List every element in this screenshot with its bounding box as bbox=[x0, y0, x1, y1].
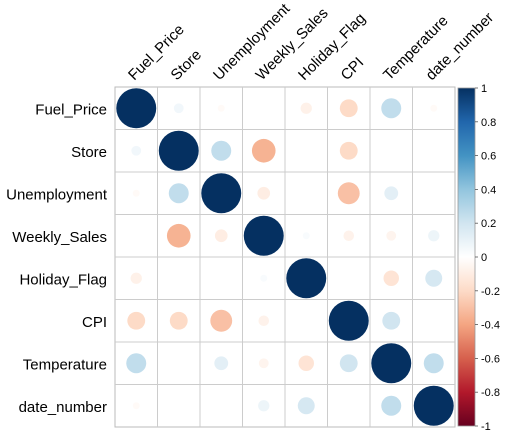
correlation-circle bbox=[339, 354, 358, 373]
correlation-circle bbox=[413, 385, 454, 426]
row-label: CPI bbox=[82, 314, 107, 331]
correlation-circle bbox=[302, 232, 310, 240]
row-label: Store bbox=[71, 144, 107, 161]
correlation-circle bbox=[169, 311, 188, 330]
correlation-circle bbox=[258, 400, 270, 412]
colorbar: -1 -0.8 -0.6 -0.4 -0.2 0 0.2 0.4 0.6 0.8 1 bbox=[457, 83, 500, 433]
column-label: Store bbox=[168, 46, 205, 83]
correlation-circle bbox=[126, 353, 147, 374]
colorbar-tick-label: -0.4 bbox=[481, 320, 500, 332]
colorbar-tick-label: 0.4 bbox=[481, 184, 496, 196]
row-label: Unemployment bbox=[6, 186, 108, 203]
correlation-circle bbox=[168, 183, 189, 204]
colorbar-tick-label: 0.6 bbox=[481, 151, 496, 163]
colorbar-gradient bbox=[457, 87, 476, 427]
correlation-circle bbox=[243, 215, 284, 256]
correlation-circle bbox=[328, 300, 369, 341]
correlation-circle bbox=[116, 88, 157, 129]
colorbar-tick-label: 0 bbox=[481, 252, 487, 264]
correlation-circle bbox=[298, 355, 314, 371]
correlation-circle bbox=[132, 189, 140, 197]
correlation-circle bbox=[166, 223, 191, 248]
correlation-circle bbox=[173, 103, 184, 114]
row-label: Holiday_Flag bbox=[19, 271, 107, 288]
correlation-circle bbox=[257, 186, 271, 200]
correlation-circle bbox=[425, 269, 443, 287]
correlation-circle bbox=[258, 358, 269, 369]
correlation-circle bbox=[258, 315, 270, 327]
correlation-circle bbox=[260, 274, 268, 282]
column-label: CPI bbox=[338, 54, 368, 84]
correlation-circle bbox=[158, 130, 199, 171]
correlation-circle bbox=[386, 230, 397, 241]
correlation-circle bbox=[300, 102, 312, 114]
correlation-circle bbox=[131, 145, 142, 156]
correlation-circle bbox=[251, 138, 276, 163]
correlation-circle bbox=[339, 99, 358, 118]
correlation-circle bbox=[127, 311, 146, 330]
correlation-circle bbox=[384, 186, 399, 201]
correlation-circle bbox=[132, 402, 140, 410]
colorbar-tick-label: 0.8 bbox=[481, 117, 496, 129]
correlation-circle bbox=[214, 356, 229, 371]
colorbar-tick-label: -0.2 bbox=[481, 286, 500, 298]
colorbar-tick-label: -0.6 bbox=[481, 353, 500, 365]
correlation-circle bbox=[381, 98, 402, 119]
row-label: Weekly_Sales bbox=[12, 229, 107, 246]
correlation-circle bbox=[217, 104, 225, 112]
correlation-circle bbox=[383, 270, 399, 286]
colorbar-tick-label: 1 bbox=[481, 83, 487, 95]
row-label: Fuel_Price bbox=[35, 101, 107, 118]
correlation-circle bbox=[211, 140, 232, 161]
colorbar-tick-label: 0.2 bbox=[481, 218, 496, 230]
correlation-circles bbox=[116, 88, 454, 426]
correlation-circle bbox=[201, 173, 242, 214]
row-label: date_number bbox=[19, 399, 107, 416]
correlation-circle bbox=[214, 229, 228, 243]
row-label: Temperature bbox=[23, 356, 107, 373]
correlation-circle bbox=[286, 258, 327, 299]
correlation-circle bbox=[210, 309, 233, 332]
correlation-circle bbox=[339, 141, 358, 160]
correlation-circle bbox=[343, 230, 355, 242]
correlation-circle bbox=[130, 272, 142, 284]
correlation-circle bbox=[337, 182, 360, 205]
correlation-circle bbox=[430, 104, 438, 112]
correlation-circle bbox=[297, 397, 315, 415]
correlation-circle bbox=[382, 311, 401, 330]
correlation-circle bbox=[371, 343, 412, 384]
grid bbox=[114, 86, 456, 428]
correlation-circle bbox=[428, 230, 440, 242]
row-labels: Fuel_Price Store Unemployment Weekly_Sales H… bbox=[6, 101, 108, 416]
correlation-circle bbox=[381, 395, 402, 416]
colorbar-tick-label: -0.8 bbox=[481, 387, 500, 399]
colorbar-tick-label: -1 bbox=[481, 421, 491, 433]
correlation-circle bbox=[423, 353, 444, 374]
